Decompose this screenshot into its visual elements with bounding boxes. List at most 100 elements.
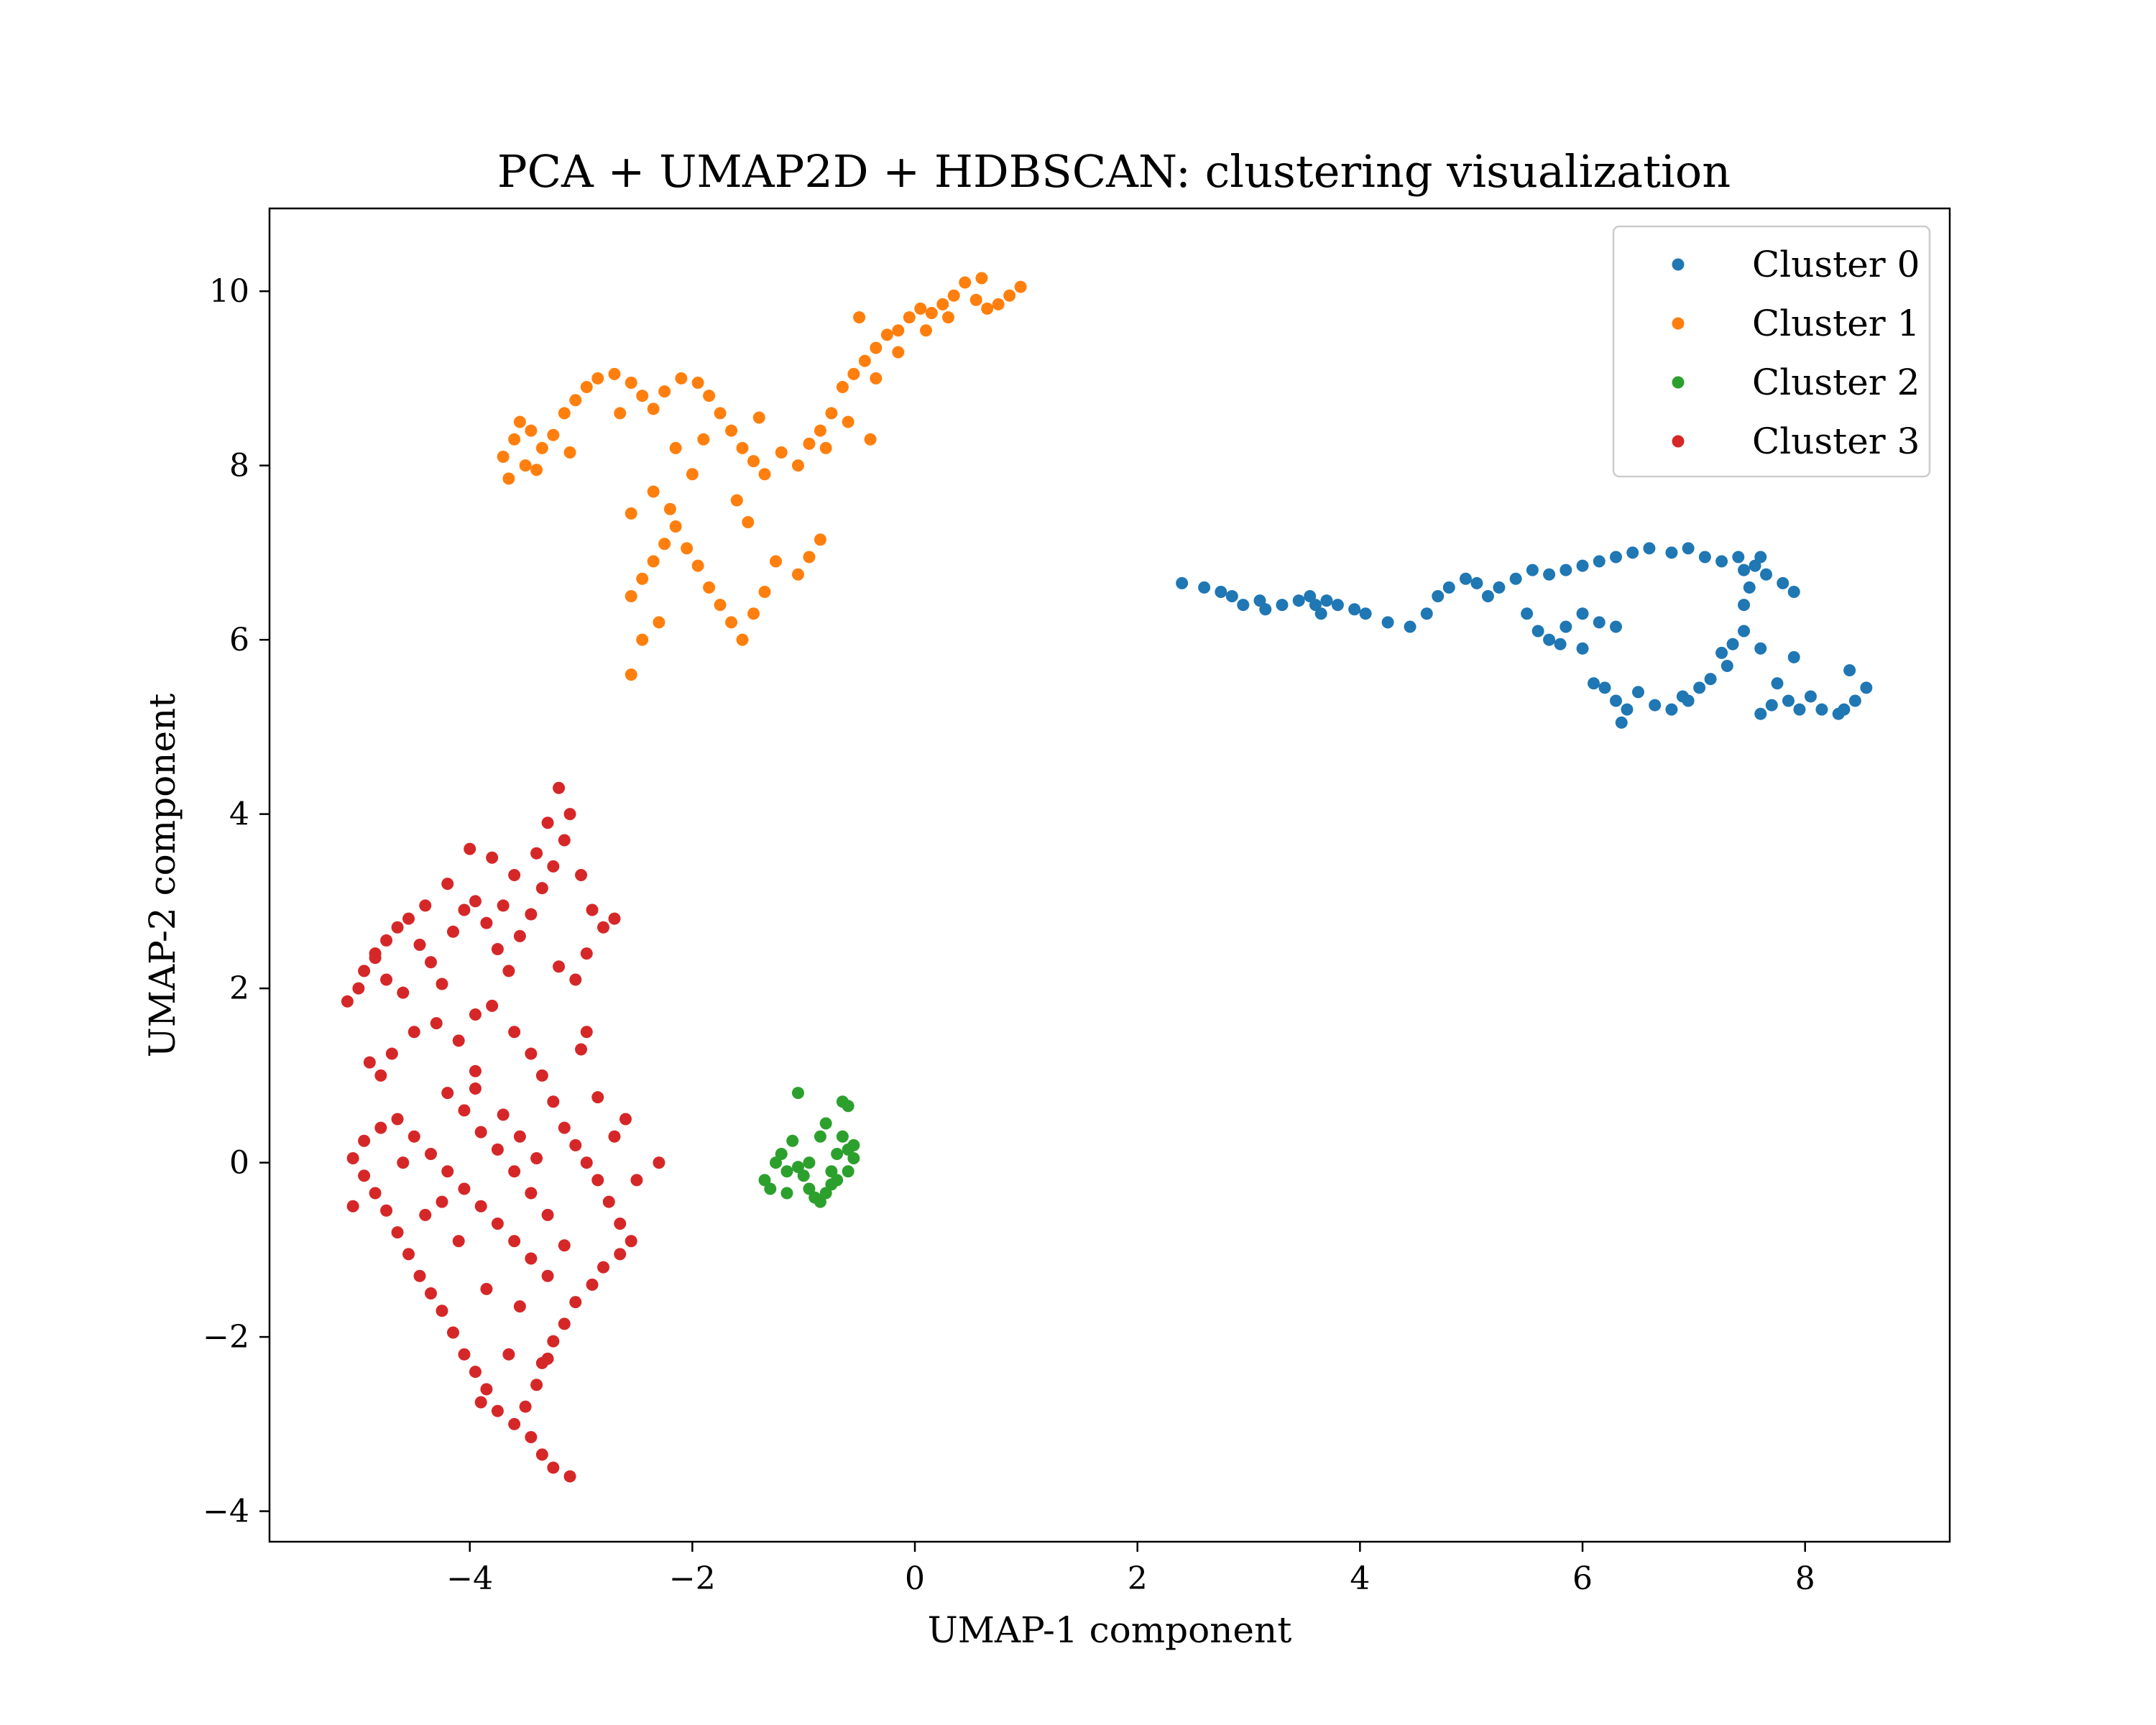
data-point	[407, 1026, 420, 1039]
data-point	[525, 1252, 538, 1265]
data-point	[1598, 681, 1611, 694]
data-point	[1843, 664, 1856, 677]
x-tick-label: 8	[1795, 1560, 1815, 1597]
data-point	[580, 381, 593, 394]
data-point	[580, 1026, 593, 1039]
data-point	[1531, 625, 1544, 638]
data-point	[346, 1200, 359, 1213]
data-point	[791, 568, 804, 581]
data-point	[569, 1296, 582, 1309]
data-point	[508, 1165, 521, 1178]
data-point	[491, 943, 504, 956]
data-point	[1754, 707, 1767, 720]
data-point	[669, 520, 682, 533]
data-point	[547, 1335, 560, 1348]
data-point	[614, 407, 627, 420]
data-point	[1309, 599, 1322, 612]
data-point	[1014, 280, 1027, 293]
data-point	[1615, 716, 1628, 729]
data-point	[446, 925, 459, 938]
data-point	[525, 424, 538, 437]
data-point	[669, 441, 682, 454]
legend-items: Cluster 0 Cluster 1 Cluster 2 Cluster 3	[1672, 244, 1920, 462]
data-point	[1777, 576, 1789, 589]
data-point	[892, 324, 905, 337]
x-tick-label: −4	[446, 1560, 493, 1597]
data-point	[619, 1113, 632, 1126]
data-point	[814, 533, 826, 546]
data-point	[625, 590, 637, 603]
data-point	[525, 908, 538, 921]
data-point	[541, 1208, 554, 1221]
data-point	[1304, 590, 1317, 603]
data-point	[836, 1130, 849, 1143]
data-point	[1782, 694, 1795, 707]
data-point	[441, 1165, 454, 1178]
data-point	[1643, 542, 1656, 555]
data-point	[608, 1130, 621, 1143]
data-point	[730, 494, 743, 507]
data-point	[558, 407, 571, 420]
data-point	[864, 433, 877, 446]
data-point	[547, 1461, 560, 1474]
data-point	[791, 1161, 804, 1174]
data-point	[464, 842, 476, 855]
data-point	[491, 1217, 504, 1230]
data-point	[407, 1130, 420, 1143]
y-tick-label: 8	[229, 448, 249, 484]
data-point	[636, 633, 649, 646]
data-point	[1665, 546, 1678, 559]
data-point	[752, 411, 765, 424]
data-point	[814, 1130, 826, 1143]
data-point	[474, 1200, 487, 1213]
data-point	[786, 1134, 799, 1147]
data-point	[853, 311, 866, 324]
data-point	[1760, 568, 1773, 581]
data-point	[597, 1261, 610, 1274]
data-point	[575, 1043, 588, 1056]
data-point	[391, 921, 404, 934]
data-point	[663, 502, 676, 515]
data-point	[1682, 542, 1695, 555]
data-point	[1749, 559, 1761, 572]
data-point	[675, 372, 688, 385]
data-point	[803, 551, 816, 564]
data-point	[469, 1008, 482, 1021]
x-tick-label: 2	[1128, 1560, 1148, 1597]
data-point	[341, 995, 354, 1008]
data-point	[480, 916, 493, 929]
data-point	[691, 376, 704, 389]
data-point	[686, 468, 699, 481]
data-point	[1738, 599, 1751, 612]
data-point	[870, 372, 883, 385]
data-point	[825, 407, 838, 420]
legend-label: Cluster 1	[1752, 303, 1920, 344]
data-point	[1787, 585, 1800, 598]
data-point	[508, 1417, 521, 1430]
data-point	[586, 1278, 599, 1291]
data-point	[1331, 599, 1344, 612]
data-point	[1698, 551, 1711, 564]
data-point	[358, 965, 371, 978]
data-point	[380, 1204, 393, 1217]
data-point	[486, 999, 499, 1012]
data-point	[1693, 681, 1706, 694]
data-point	[1621, 703, 1634, 716]
series-cluster-0	[1176, 542, 1873, 729]
data-point	[803, 1182, 816, 1195]
data-point	[764, 1182, 777, 1195]
tick-layer: −4 −2 0 2 4 6 8 −4 −2 0 2 4 6 8 10	[203, 273, 1815, 1597]
data-point	[736, 441, 749, 454]
data-point	[452, 1034, 465, 1047]
data-point	[1732, 551, 1745, 564]
data-point	[847, 1138, 860, 1151]
data-point	[1404, 620, 1416, 633]
data-point	[558, 1121, 571, 1134]
data-point	[586, 903, 599, 916]
data-point	[1576, 559, 1589, 572]
data-point	[419, 899, 432, 912]
y-tick-label: 0	[229, 1145, 249, 1182]
data-point	[803, 437, 816, 450]
y-tick-label: 4	[229, 796, 249, 833]
data-point	[1432, 590, 1445, 603]
